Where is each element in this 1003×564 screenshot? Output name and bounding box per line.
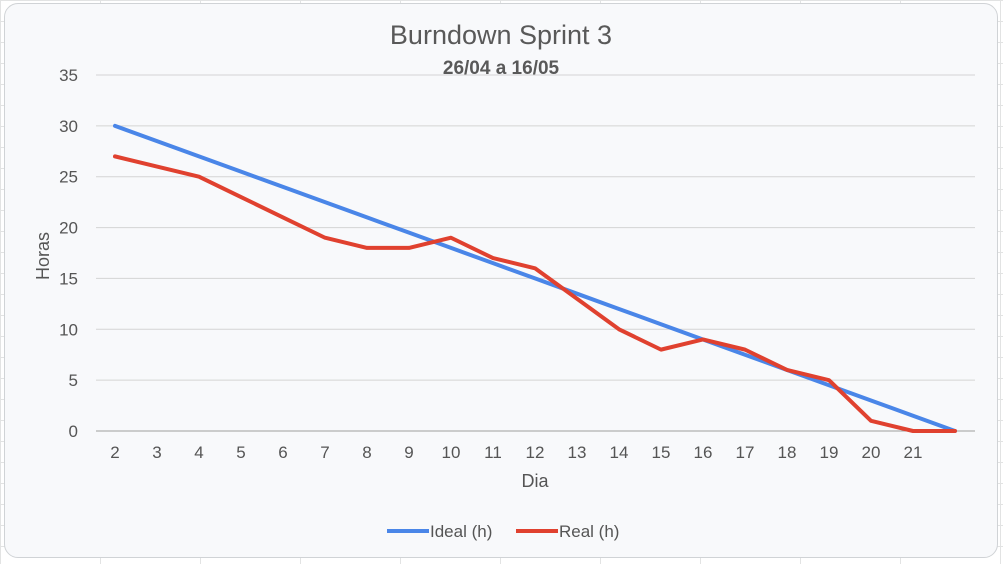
x-tick-label: 20	[862, 443, 881, 462]
x-tick-label: 18	[778, 443, 797, 462]
x-tick-label: 3	[152, 443, 161, 462]
y-tick-label: 30	[59, 117, 78, 136]
chart-title: Burndown Sprint 3	[390, 20, 612, 50]
chart-subtitle: 26/04 a 16/05	[443, 58, 560, 79]
legend-label-ideal: Ideal (h)	[430, 522, 492, 541]
x-tick-label: 4	[194, 443, 203, 462]
burndown-chart: Burndown Sprint 3 26/04 a 16/05 05101520…	[33, 20, 975, 541]
chart-container[interactable]: Burndown Sprint 3 26/04 a 16/05 0 5 10 15 20…	[4, 3, 998, 558]
x-tick-label: 15	[652, 443, 671, 462]
x-tick-label: 2	[110, 443, 119, 462]
series-line-real[interactable]	[113, 154, 957, 433]
x-axis-ticks: 2 3 4 5 6 7 8 9 10 11 12 13 14 15 16 17 18 19 20 21	[110, 443, 922, 462]
y-tick-label: 10	[59, 320, 78, 339]
x-tick-label: 19	[820, 443, 839, 462]
x-tick-label: 10	[442, 443, 461, 462]
x-tick-label: 12	[526, 443, 545, 462]
x-tick-label: 6	[278, 443, 287, 462]
x-axis-label: Dia	[521, 471, 549, 491]
gridlines	[96, 74, 975, 432]
series-line-ideal[interactable]	[113, 123, 957, 433]
x-tick-label: 7	[320, 443, 329, 462]
x-tick-label: 16	[694, 443, 713, 462]
x-tick-label: 11	[484, 443, 502, 462]
y-tick-label: 35	[59, 66, 78, 85]
series-lines	[113, 123, 957, 433]
y-axis-ticks: 0 5 10 15 20 25 30 35	[59, 66, 78, 441]
y-tick-label: 5	[69, 371, 78, 390]
x-tick-label: 9	[404, 443, 413, 462]
x-tick-label: 17	[736, 443, 755, 462]
x-tick-label: 14	[610, 443, 629, 462]
x-tick-label: 8	[362, 443, 371, 462]
x-tick-label: 5	[236, 443, 245, 462]
x-tick-label: 13	[568, 443, 587, 462]
y-tick-label: 25	[59, 168, 78, 187]
y-tick-label: 20	[59, 219, 78, 238]
y-tick-label: 15	[59, 269, 78, 288]
x-tick-label: 21	[904, 443, 923, 462]
y-tick-label: 0	[69, 422, 78, 441]
chart-legend[interactable]: Ideal (h) Real (h)	[387, 522, 619, 541]
y-axis-label: Horas	[33, 232, 53, 280]
legend-label-real: Real (h)	[559, 522, 619, 541]
